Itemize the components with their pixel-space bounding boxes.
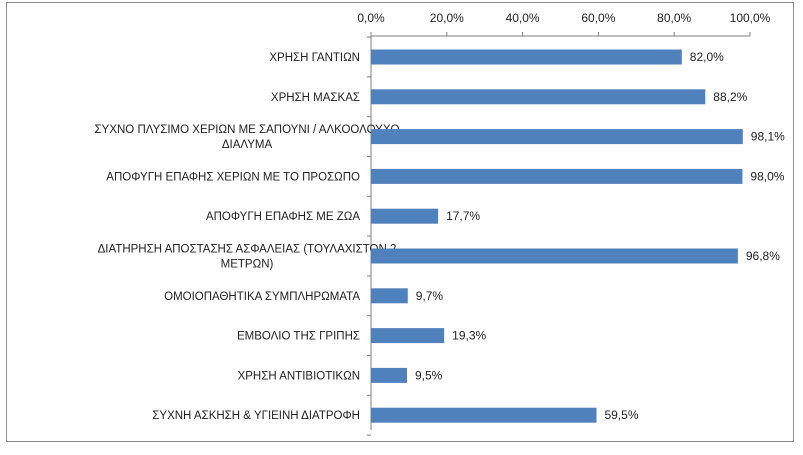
data-label: 96,8% xyxy=(746,249,780,263)
x-tick-label: 20,0% xyxy=(430,11,464,25)
x-tick-label: 60,0% xyxy=(581,11,615,25)
data-label: 98,1% xyxy=(751,130,785,144)
bar xyxy=(371,89,706,105)
data-label: 98,0% xyxy=(750,169,784,183)
bar xyxy=(371,328,445,344)
category-label: ΟΜΟΙΟΠΑΘΗΤΙΚΑ ΣΥΜΠΛΗΡΩΜΑΤΑ xyxy=(164,291,360,303)
bar xyxy=(371,407,597,423)
data-label: 17,7% xyxy=(446,209,480,223)
category-label: ΣΥΧΝΟ ΠΛΥΣΙΜΟ ΧΕΡΙΩΝ ΜΕ ΣΑΠΟΥΝΙ / ΑΛΚΟΟΛ… xyxy=(95,124,400,136)
category-label: ΕΜΒΟΛΙΟ ΤΗΣ ΓΡΙΠΗΣ xyxy=(237,331,360,343)
category-label: ΔΙΑΛΥΜΑ xyxy=(222,139,273,151)
x-tick-label: 40,0% xyxy=(506,11,540,25)
x-tick-label: 80,0% xyxy=(657,11,691,25)
category-label: ΔΙΑΤΗΡΗΣΗ ΑΠΟΣΤΑΣΗΣ ΑΣΦΑΛΕΙΑΣ (ΤΟΥΛΑΧΙΣΤ… xyxy=(98,244,397,256)
category-label: ΧΡΗΣΗ ΓΑΝΤΙΩΝ xyxy=(269,52,360,64)
data-label: 9,5% xyxy=(415,368,443,382)
bar xyxy=(371,208,439,224)
x-tick-label: 100,0% xyxy=(730,11,771,25)
data-label: 19,3% xyxy=(452,329,486,343)
bar xyxy=(371,288,408,304)
category-label: ΜΕΤΡΩΝ) xyxy=(221,259,274,271)
data-label: 9,7% xyxy=(416,289,444,303)
bar xyxy=(371,367,408,383)
data-label: 59,5% xyxy=(605,408,639,422)
bar xyxy=(371,248,738,264)
category-label: ΧΡΗΣΗ ΑΝΤΙΒΙΟΤΙΚΩΝ xyxy=(238,370,360,382)
data-label: 88,2% xyxy=(713,90,747,104)
category-label: ΑΠΟΦΥΓΗ ΕΠΑΦΗΣ ΜΕ ΖΩΑ xyxy=(206,211,360,223)
category-label: ΑΠΟΦΥΓΗ ΕΠΑΦΗΣ ΧΕΡΙΩΝ ΜΕ ΤΟ ΠΡΟΣΩΠΟ xyxy=(106,171,360,183)
data-label: 82,0% xyxy=(690,50,724,64)
bar xyxy=(371,49,682,65)
x-tick-label: 0,0% xyxy=(357,11,385,25)
category-label: ΣΥΧΝΗ ΑΣΚΗΣΗ & ΥΓΙΕΙΝΗ ΔΙΑΤΡΟΦΗ xyxy=(152,410,360,422)
bar xyxy=(371,168,743,184)
category-label: ΧΡΗΣΗ ΜΑΣΚΑΣ xyxy=(271,92,360,104)
bar xyxy=(371,129,743,145)
